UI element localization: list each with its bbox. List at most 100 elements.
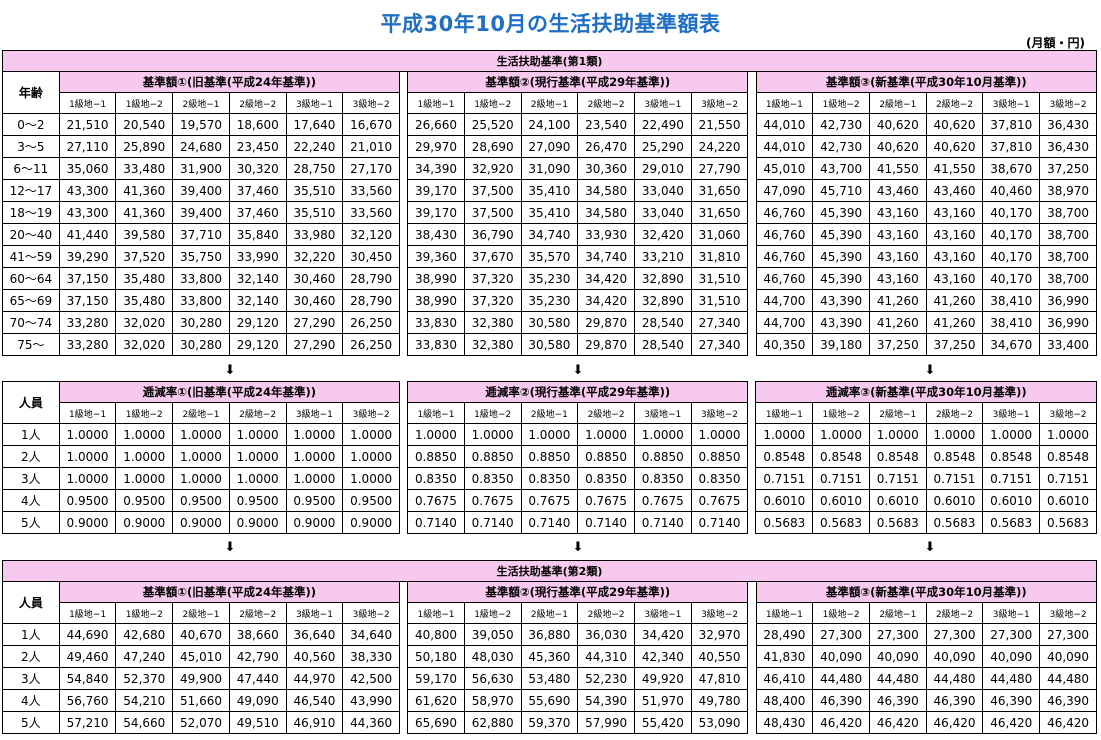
- column-gap: [748, 136, 756, 158]
- value-cell: 32,380: [463, 311, 522, 334]
- value-cell: 46,760: [755, 267, 814, 290]
- value-cell: 17,640: [285, 113, 344, 136]
- value-cell: 42,730: [812, 135, 870, 158]
- table-section-1: 生活扶助基準(第1類) 年齢 基準額①(旧基準(平成24年基準)) 基準額②(現行基準…: [2, 50, 1098, 356]
- value-cell: 36,430: [1039, 113, 1097, 136]
- row-label: 5人: [2, 711, 60, 734]
- section-header: 生活扶助基準(第2類): [2, 560, 1097, 582]
- value-cell: 41,550: [925, 157, 984, 180]
- value-cell: 44,310: [577, 645, 635, 668]
- level-header: 2級地−1: [868, 92, 927, 114]
- value-cell: 33,280: [58, 333, 117, 356]
- column-gap: [400, 224, 408, 246]
- level-header: 1級地−2: [812, 602, 870, 624]
- value-cell: 45,390: [812, 267, 870, 290]
- value-cell: 33,800: [172, 289, 230, 312]
- value-cell: 26,250: [342, 311, 401, 334]
- value-cell: 32,020: [115, 333, 174, 356]
- value-cell: 16,670: [342, 113, 401, 136]
- value-cell: 30,450: [342, 245, 401, 268]
- table-row: 12〜17 43,300 41,360 39,400 37,460 35,510 33,56…: [2, 179, 1097, 202]
- value-cell: 40,170: [982, 267, 1041, 290]
- value-cell: 0.8548: [868, 445, 927, 468]
- column-gap: [400, 690, 408, 712]
- value-cell: 0.9500: [172, 489, 230, 512]
- level-header: 1級地−1: [58, 92, 117, 114]
- value-cell: 33,040: [634, 201, 692, 224]
- level-header: 3級地−2: [1039, 92, 1097, 114]
- value-cell: 40,350: [755, 333, 814, 356]
- table-row: 5人 0.9000 0.9000 0.9000 0.9000 0.9000 0.9000 0.…: [2, 511, 1097, 534]
- value-cell: 52,070: [172, 711, 230, 734]
- value-cell: 27,790: [690, 157, 749, 180]
- value-cell: 35,840: [228, 223, 287, 246]
- table-row: 0〜2 21,510 20,540 19,570 18,600 17,640 16,670 2…: [2, 113, 1097, 136]
- value-cell: 37,320: [463, 267, 522, 290]
- value-cell: 38,330: [342, 645, 401, 668]
- value-cell: 44,480: [868, 667, 927, 690]
- column-gap: [748, 180, 756, 202]
- value-cell: 32,420: [634, 223, 692, 246]
- value-cell: 43,160: [868, 201, 927, 224]
- value-cell: 38,700: [1039, 223, 1097, 246]
- value-cell: 28,540: [634, 333, 692, 356]
- value-cell: 43,160: [925, 267, 984, 290]
- value-cell: 44,010: [755, 113, 814, 136]
- level-header: 3級地−1: [634, 602, 692, 624]
- value-cell: 46,420: [868, 711, 927, 734]
- value-cell: 39,400: [172, 201, 230, 224]
- value-cell: 27,290: [285, 333, 344, 356]
- value-cell: 31,650: [690, 201, 749, 224]
- value-cell: 27,340: [690, 333, 749, 356]
- value-cell: 1.0000: [520, 423, 579, 446]
- column-gap: [400, 468, 408, 490]
- value-cell: 39,580: [115, 223, 174, 246]
- value-cell: 36,640: [285, 623, 344, 646]
- table-row: 4人 0.9500 0.9500 0.9500 0.9500 0.9500 0.9500 0.…: [2, 489, 1097, 512]
- value-cell: 36,030: [577, 623, 635, 646]
- value-cell: 37,320: [463, 289, 522, 312]
- value-cell: 27,290: [285, 311, 344, 334]
- value-cell: 0.8350: [577, 467, 635, 490]
- column-gap: [748, 158, 756, 180]
- level-header: 1級地−2: [115, 92, 174, 114]
- value-cell: 0.6010: [925, 489, 984, 512]
- value-cell: 27,090: [520, 135, 579, 158]
- value-cell: 29,120: [228, 333, 287, 356]
- group-header: 基準額③(新基準(平成30年10月基準)): [755, 71, 1098, 93]
- value-cell: 47,440: [228, 667, 287, 690]
- value-cell: 38,700: [1039, 201, 1097, 224]
- table-row: 6〜11 35,060 33,480 31,900 30,320 28,750 27,170…: [2, 157, 1097, 180]
- value-cell: 46,390: [1039, 689, 1097, 712]
- value-cell: 0.7140: [520, 511, 579, 534]
- row-label: 60〜64: [2, 267, 60, 290]
- value-cell: 32,890: [634, 289, 692, 312]
- value-cell: 0.5683: [755, 511, 814, 534]
- value-cell: 40,090: [1039, 645, 1097, 668]
- row-label: 20〜40: [2, 223, 60, 246]
- value-cell: 38,670: [982, 157, 1041, 180]
- level-header: 3級地−1: [982, 92, 1041, 114]
- value-cell: 32,970: [690, 623, 749, 646]
- value-cell: 0.8350: [690, 467, 749, 490]
- value-cell: 40,800: [407, 623, 465, 646]
- value-cell: 33,560: [342, 179, 401, 202]
- value-cell: 27,300: [868, 623, 927, 646]
- value-cell: 35,480: [115, 267, 174, 290]
- level-header: 3級地−1: [285, 402, 344, 424]
- level-header: 3級地−1: [982, 402, 1040, 424]
- value-cell: 26,470: [577, 135, 635, 158]
- value-cell: 0.7151: [812, 467, 870, 490]
- value-cell: 0.7140: [407, 511, 465, 534]
- value-cell: 36,880: [520, 623, 579, 646]
- value-cell: 0.7140: [577, 511, 635, 534]
- value-cell: 48,400: [755, 689, 814, 712]
- value-cell: 32,220: [285, 245, 344, 268]
- value-cell: 43,160: [868, 267, 927, 290]
- column-gap: [748, 490, 756, 512]
- level-header: 1級地−2: [812, 402, 870, 424]
- value-cell: 34,420: [577, 267, 635, 290]
- row-label: 6〜11: [2, 157, 60, 180]
- column-gap: [748, 512, 756, 534]
- column-gap: [400, 202, 408, 224]
